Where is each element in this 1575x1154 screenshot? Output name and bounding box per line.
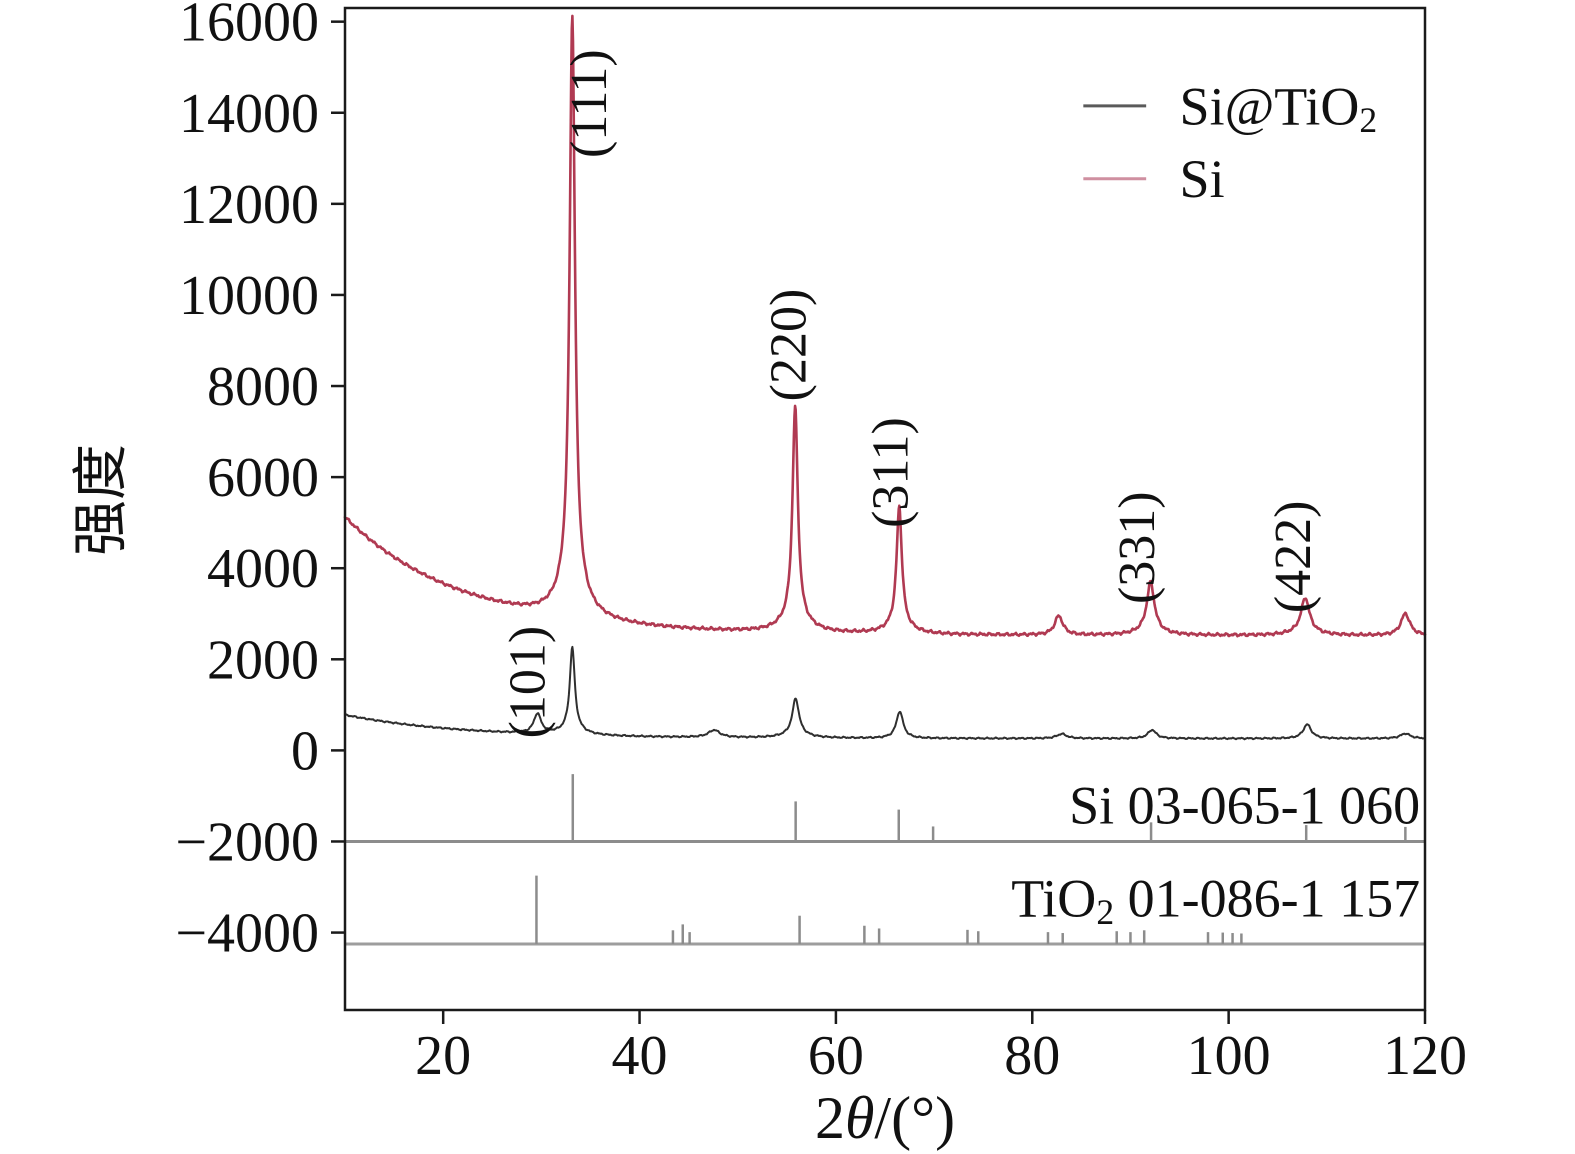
peak-annotation-101: (101) <box>499 626 556 739</box>
plot-border <box>343 6 1427 1012</box>
peak-annotation-111: (111) <box>561 49 618 158</box>
y-axis-tick-label: 0 <box>291 720 319 782</box>
x-axis-tick-label: 100 <box>1187 1025 1271 1087</box>
y-axis-tick-label: 6000 <box>207 447 319 509</box>
y-axis-tick-label: 16000 <box>179 0 319 54</box>
reference-pattern-tio2-ref <box>345 875 1425 946</box>
reference-label-tio2-ref: TiO2 01-086-1 157 <box>1011 869 1420 933</box>
x-axis-tick-label: 60 <box>808 1025 864 1087</box>
curve-si <box>343 14 1427 638</box>
y-axis-label: 强度 <box>71 444 133 556</box>
y-axis-tick-label: −4000 <box>175 903 319 965</box>
x-axis-tick-label: 40 <box>612 1025 668 1087</box>
legend-label-si-tio2: Si@TiO2 <box>1180 76 1378 140</box>
curve-si-tio2 <box>344 645 1426 741</box>
y-axis-tick-label: −2000 <box>175 811 319 873</box>
x-axis-tick-label: 120 <box>1383 1025 1467 1087</box>
peak-annotation-311: (311) <box>863 417 920 528</box>
x-axis-tick-label: 20 <box>415 1025 471 1087</box>
y-axis-tick-label: 10000 <box>179 265 319 327</box>
reference-label-si-ref: Si 03-065-1 060 <box>1069 775 1420 835</box>
x-axis-tick-label: 80 <box>1004 1025 1060 1087</box>
y-axis-tick-label: 8000 <box>207 356 319 418</box>
peak-annotation-331: (331) <box>1109 491 1166 604</box>
peak-annotation-220: (220) <box>760 289 817 402</box>
y-axis-tick-label: 4000 <box>207 538 319 600</box>
y-axis-tick-label: 14000 <box>179 83 319 145</box>
peak-annotation-422: (422) <box>1265 501 1322 614</box>
legend-label-si: Si <box>1180 149 1225 209</box>
y-axis-tick-label: 2000 <box>207 629 319 691</box>
y-axis-tick-label: 12000 <box>179 174 319 236</box>
x-axis-label: 2θ/(°) <box>815 1085 955 1151</box>
reference-pattern-si-ref <box>345 774 1425 843</box>
